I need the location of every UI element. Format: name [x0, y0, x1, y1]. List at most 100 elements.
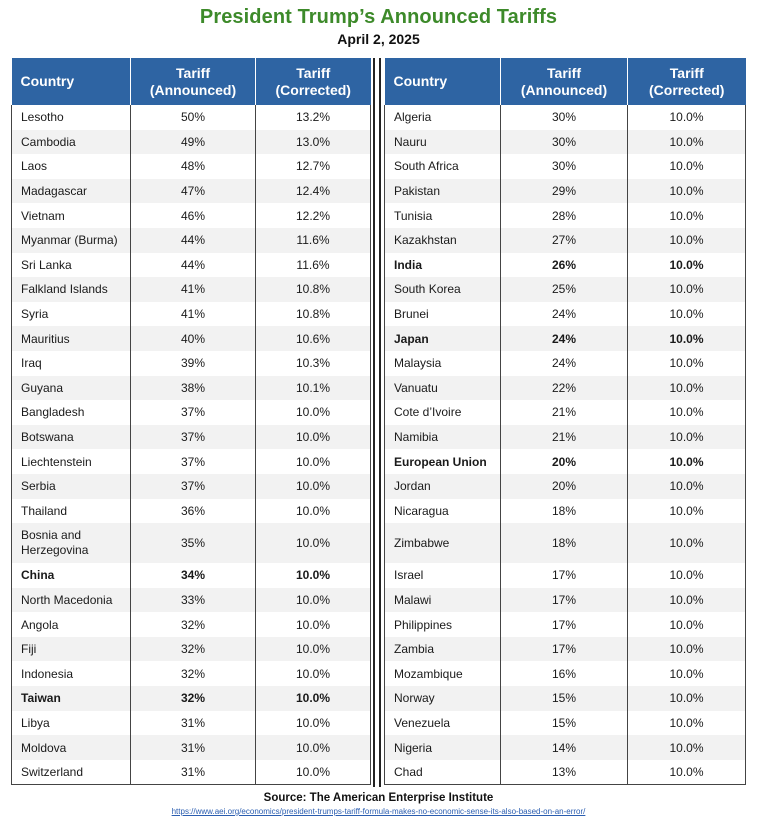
country-cell: China	[11, 563, 131, 588]
tariff-corrected-cell: 10.0%	[627, 350, 746, 376]
country-cell: Pakistan	[384, 178, 501, 204]
table-divider	[373, 58, 381, 787]
table-row: Jordan 20% 10.0%	[384, 473, 746, 499]
table-row: North Macedonia 33% 10.0%	[11, 587, 371, 613]
tariff-corrected-cell: 10.3%	[255, 350, 371, 376]
tariff-announced-cell: 33%	[130, 587, 256, 613]
country-cell: Vanuatu	[384, 375, 501, 401]
table-row: Malawi 17% 10.0%	[384, 587, 746, 613]
tariff-corrected-cell: 10.0%	[255, 735, 371, 760]
table-row: Lesotho 50% 13.2%	[11, 105, 371, 130]
table-row: Libya 31% 10.0%	[11, 710, 371, 736]
table-row: Kazakhstan 27% 10.0%	[384, 227, 746, 253]
tariff-announced-cell: 36%	[130, 498, 256, 524]
tariff-corrected-cell: 10.0%	[627, 129, 746, 155]
table-row: Chad 13% 10.0%	[384, 759, 746, 785]
tariff-announced-cell: 15%	[500, 710, 628, 736]
tariff-corrected-cell: 10.0%	[627, 735, 746, 760]
table-row: Cambodia 49% 13.0%	[11, 129, 371, 155]
country-cell: South Korea	[384, 277, 501, 302]
header-line: (Corrected)	[275, 81, 351, 98]
tariff-corrected-cell: 10.0%	[627, 686, 746, 711]
tariff-corrected-cell: 10.0%	[627, 375, 746, 401]
tariff-corrected-cell: 10.0%	[627, 105, 746, 130]
tariff-announced-cell: 41%	[130, 277, 256, 302]
tariff-announced-cell: 30%	[500, 105, 628, 130]
country-cell: European Union	[384, 449, 501, 474]
country-cell: Japan	[384, 326, 501, 351]
tariff-corrected-cell: 12.2%	[255, 203, 371, 228]
page-title: President Trump’s Announced Tariffs	[199, 6, 558, 28]
country-cell: Kazakhstan	[384, 227, 501, 253]
tariff-announced-cell: 35%	[130, 523, 256, 564]
country-cell: Zambia	[384, 636, 501, 662]
tariff-announced-cell: 50%	[130, 105, 256, 130]
tariff-corrected-cell: 10.0%	[255, 563, 371, 588]
country-cell: Syria	[11, 301, 131, 327]
tariff-announced-cell: 30%	[500, 154, 628, 179]
header-country: Country	[384, 58, 501, 105]
tariff-corrected-cell: 13.0%	[255, 129, 371, 155]
header-country: Country	[11, 58, 131, 105]
country-cell: Angola	[11, 612, 131, 637]
tariff-corrected-cell: 10.0%	[627, 612, 746, 637]
header-tariff-announced: Tariff (Announced)	[500, 58, 628, 105]
tariff-corrected-cell: 10.0%	[255, 400, 371, 425]
tariff-corrected-cell: 10.8%	[255, 301, 371, 327]
header-line: (Corrected)	[649, 81, 725, 98]
tariff-announced-cell: 31%	[130, 735, 256, 760]
table-row: Botswana 37% 10.0%	[11, 424, 371, 450]
tariff-corrected-cell: 10.0%	[627, 154, 746, 179]
tariff-announced-cell: 25%	[500, 277, 628, 302]
country-cell: Falkland Islands	[11, 277, 131, 302]
country-cell: Israel	[384, 563, 501, 588]
table-row: Pakistan 29% 10.0%	[384, 178, 746, 204]
tariff-announced-cell: 13%	[500, 759, 628, 785]
header-tariff-corrected: Tariff (Corrected)	[627, 58, 746, 105]
country-cell: Bangladesh	[11, 400, 131, 425]
table-row: European Union 20% 10.0%	[384, 449, 746, 474]
country-cell: Namibia	[384, 424, 501, 450]
tariff-corrected-cell: 10.0%	[627, 498, 746, 524]
country-cell: Philippines	[384, 612, 501, 637]
table-row: Algeria 30% 10.0%	[384, 105, 746, 130]
country-cell: Libya	[11, 710, 131, 736]
country-cell: Brunei	[384, 301, 501, 327]
tariff-announced-cell: 17%	[500, 636, 628, 662]
tariff-corrected-cell: 11.6%	[255, 252, 371, 278]
table-row: Serbia 37% 10.0%	[11, 473, 371, 499]
country-cell: Cambodia	[11, 129, 131, 155]
country-cell: Serbia	[11, 473, 131, 499]
country-cell: Malaysia	[384, 350, 501, 376]
tariff-announced-cell: 31%	[130, 759, 256, 785]
table-row: Fiji 32% 10.0%	[11, 636, 371, 662]
tariff-announced-cell: 20%	[500, 449, 628, 474]
tariff-announced-cell: 47%	[130, 178, 256, 204]
table-row: Tunisia 28% 10.0%	[384, 203, 746, 228]
tariff-announced-cell: 48%	[130, 154, 256, 179]
tariff-announced-cell: 32%	[130, 686, 256, 711]
country-cell: Indonesia	[11, 661, 131, 687]
source-link[interactable]: https://www.aei.org/economics/president-…	[171, 807, 586, 816]
tariff-corrected-cell: 10.0%	[627, 227, 746, 253]
tariff-corrected-cell: 10.0%	[255, 424, 371, 450]
country-cell: Iraq	[11, 350, 131, 376]
tariff-announced-cell: 38%	[130, 375, 256, 401]
country-cell: Taiwan	[11, 686, 131, 711]
tariff-corrected-cell: 10.0%	[627, 178, 746, 204]
table-row: Bangladesh 37% 10.0%	[11, 400, 371, 425]
tariff-corrected-cell: 10.0%	[255, 612, 371, 637]
table-row: Taiwan 32% 10.0%	[11, 686, 371, 711]
tariff-corrected-cell: 10.0%	[627, 449, 746, 474]
table-header-row: Country Tariff (Announced) Tariff (Correct…	[384, 58, 746, 105]
tariff-corrected-cell: 11.6%	[255, 227, 371, 253]
page-date: April 2, 2025	[337, 31, 420, 47]
table-row: Venezuela 15% 10.0%	[384, 710, 746, 736]
table-body-right: Algeria 30% 10.0% Nauru 30% 10.0% South Africa…	[384, 105, 746, 785]
tariff-corrected-cell: 10.0%	[255, 686, 371, 711]
tariff-announced-cell: 17%	[500, 587, 628, 613]
table-row: Zambia 17% 10.0%	[384, 636, 746, 662]
header-tariff-announced: Tariff (Announced)	[130, 58, 256, 105]
tariff-announced-cell: 18%	[500, 523, 628, 564]
tariff-announced-cell: 24%	[500, 301, 628, 327]
